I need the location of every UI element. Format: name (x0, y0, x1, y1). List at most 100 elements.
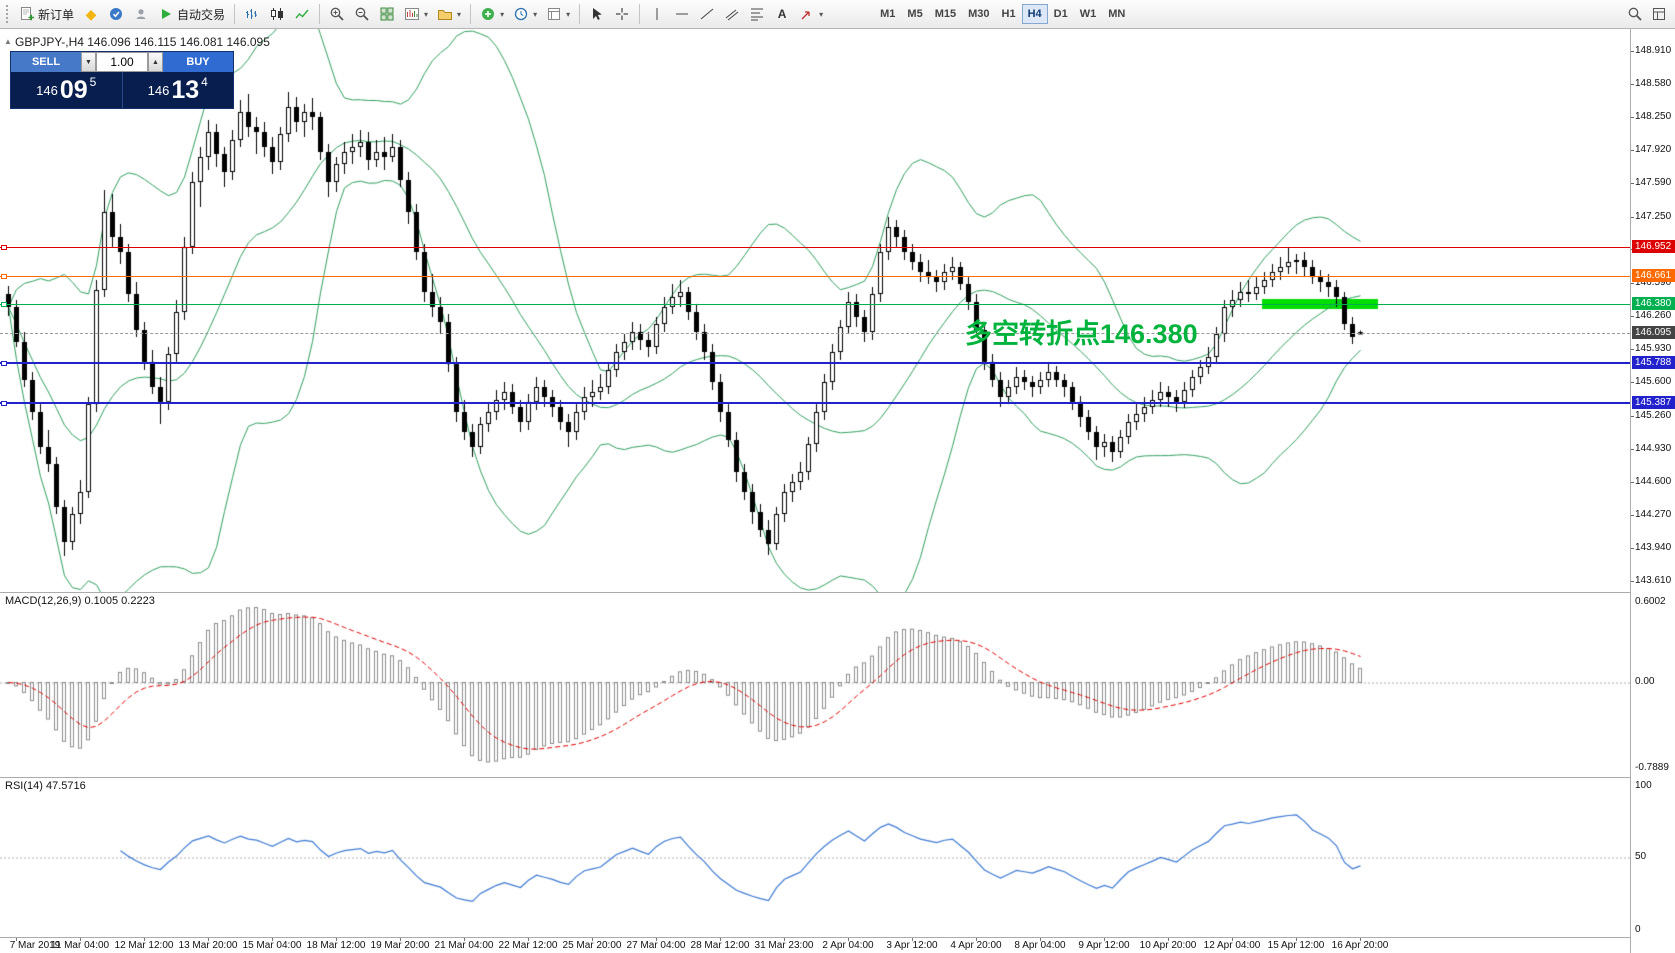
indicators-button[interactable]: ▾ (476, 2, 508, 26)
arrows-tool-button[interactable]: ▾ (795, 2, 827, 26)
chevron-down-icon: ▾ (819, 9, 824, 19)
time-axis-label: 8 Apr 04:00 (1014, 940, 1066, 951)
data-window-button[interactable] (1647, 2, 1671, 26)
horizontal-line-tool-button[interactable] (670, 2, 694, 26)
macd-axis-zero: 0.00 (1635, 676, 1655, 688)
toolbar-separator (319, 4, 321, 24)
rsi-chart-canvas[interactable] (0, 778, 1630, 937)
rsi-label: RSI(14) 47.5716 (5, 780, 86, 792)
horizontal-line-object[interactable] (0, 246, 1630, 248)
zoom-out-button[interactable] (350, 2, 374, 26)
time-axis-label: 12 Apr 04:00 (1203, 940, 1261, 951)
horizontal-line-object[interactable] (0, 362, 1630, 365)
templates-button[interactable]: ▾ (542, 2, 574, 26)
tile-windows-button[interactable] (375, 2, 399, 26)
timeframe-toolbar: M1 M5 M15 M30 H1 H4 D1 W1 MN (874, 4, 1131, 24)
chevron-down-icon: ▾ (424, 9, 429, 19)
timeframe-m5-button[interactable]: M5 (907, 8, 923, 20)
price-axis-tick (1631, 482, 1634, 483)
bar-chart-button[interactable] (240, 2, 264, 26)
ask-price[interactable]: 146 13 4 (121, 72, 234, 108)
time-axis-tick (528, 938, 529, 941)
time-axis-label: 28 Mar 12:00 (690, 940, 750, 951)
time-axis-label: 19 Mar 20:00 (370, 940, 430, 951)
time-axis-label: 7 Mar 2019 (9, 940, 61, 951)
line-anchor-marker[interactable] (1, 273, 7, 279)
chart-region: ▲ GBPJPY-,H4 146.096 146.115 146.081 146… (0, 29, 1675, 953)
price-axis-tick (1631, 449, 1634, 450)
autotrading-label: 自动交易 (177, 7, 226, 22)
chart-text-annotation[interactable]: 多空转折点146.380 (965, 319, 1198, 349)
channel-tool-button[interactable] (720, 2, 744, 26)
timeframe-h1-button[interactable]: H1 (1001, 8, 1016, 20)
new-chart-button[interactable]: ▾ (400, 2, 432, 26)
one-click-trade-widget: SELL ▼ ▲ BUY 146 09 5 146 13 4 (10, 51, 234, 109)
toolbar-separator (639, 4, 641, 24)
price-axis-label: 147.920 (1635, 144, 1672, 155)
price-chart-canvas[interactable] (0, 29, 1630, 592)
sell-button[interactable]: SELL (11, 52, 81, 72)
time-axis-tick (912, 938, 913, 941)
arrow-icon (801, 11, 810, 20)
buy-button[interactable]: BUY (163, 52, 233, 72)
price-axis-tick (1631, 217, 1634, 218)
crosshair-icon (616, 8, 629, 20)
time-axis-label: 22 Mar 12:00 (498, 940, 558, 951)
crosshair-button[interactable] (610, 2, 634, 26)
toolbar-grip[interactable] (6, 5, 10, 23)
cursor-button[interactable] (585, 2, 609, 26)
bid-price[interactable]: 146 09 5 (11, 72, 122, 108)
text-tool-button[interactable]: A (770, 2, 794, 26)
channel-icon (725, 9, 739, 21)
time-axis-label: 13 Mar 20:00 (178, 940, 238, 951)
price-level-badge: 145.387 (1632, 396, 1675, 410)
price-axis-label: 147.590 (1635, 177, 1672, 188)
time-axis[interactable]: 7 Mar 2019 11 Mar 04:00 12 Mar 12:00 13 Mar… (0, 938, 1630, 953)
candlestick-chart-button[interactable] (265, 2, 289, 26)
trendline-tool-button[interactable] (695, 2, 719, 26)
horizontal-line-object[interactable] (0, 275, 1630, 277)
vertical-line-tool-button[interactable] (645, 2, 669, 26)
timeframe-h4-button[interactable]: H4 (1021, 4, 1048, 24)
timeframe-mn-button[interactable]: MN (1108, 8, 1126, 20)
time-axis-tick (656, 938, 657, 941)
profiles-button[interactable]: ▾ (433, 2, 465, 26)
metaeditor-button[interactable]: ◆ (79, 2, 103, 26)
fibonacci-tool-button[interactable] (745, 2, 769, 26)
ask-big: 13 (171, 75, 200, 104)
chevron-down-icon: ▾ (457, 9, 462, 19)
price-axis-label: 148.250 (1635, 111, 1672, 122)
timeframe-d1-button[interactable]: D1 (1053, 8, 1068, 20)
line-anchor-marker[interactable] (1, 302, 7, 307)
line-chart-button[interactable] (290, 2, 314, 26)
timeframe-m30-button[interactable]: M30 (968, 8, 990, 20)
periods-button[interactable]: ▾ (509, 2, 541, 26)
line-anchor-marker[interactable] (1, 401, 7, 407)
new-order-button[interactable]: 新订单 (15, 2, 78, 26)
price-panel: ▲ GBPJPY-,H4 146.096 146.115 146.081 146… (0, 29, 1630, 593)
toolbar-separator (470, 4, 472, 24)
line-anchor-marker[interactable] (1, 361, 7, 367)
search-button[interactable] (1623, 2, 1647, 26)
price-axis-column[interactable]: 0.6002 0.00 -0.7889 100 50 0 148.910 148.… (1630, 29, 1675, 953)
autotrading-button[interactable]: 自动交易 (154, 2, 229, 26)
macd-chart-canvas[interactable] (0, 593, 1630, 777)
zoom-in-button[interactable] (325, 2, 349, 26)
horizontal-line-object[interactable] (0, 304, 1630, 305)
price-level-badge: 145.788 (1632, 356, 1675, 370)
tile-windows-icon (380, 7, 394, 21)
price-axis-label: 144.600 (1635, 476, 1672, 487)
mobile-app-button[interactable] (104, 2, 128, 26)
timeframe-m1-button[interactable]: M1 (880, 8, 896, 20)
community-button[interactable] (129, 2, 153, 26)
price-axis-label: 146.590 (1635, 277, 1672, 288)
lot-increase-button[interactable]: ▲ (148, 52, 163, 72)
lot-size-input[interactable] (96, 52, 148, 72)
search-icon (1628, 7, 1642, 21)
lot-decrease-button[interactable]: ▼ (81, 52, 96, 72)
timeframe-m15-button[interactable]: M15 (934, 8, 957, 20)
line-anchor-marker[interactable] (1, 244, 7, 250)
horizontal-line-object[interactable] (0, 402, 1630, 405)
timeframe-w1-button[interactable]: W1 (1079, 8, 1097, 20)
time-axis-tick (848, 938, 849, 941)
